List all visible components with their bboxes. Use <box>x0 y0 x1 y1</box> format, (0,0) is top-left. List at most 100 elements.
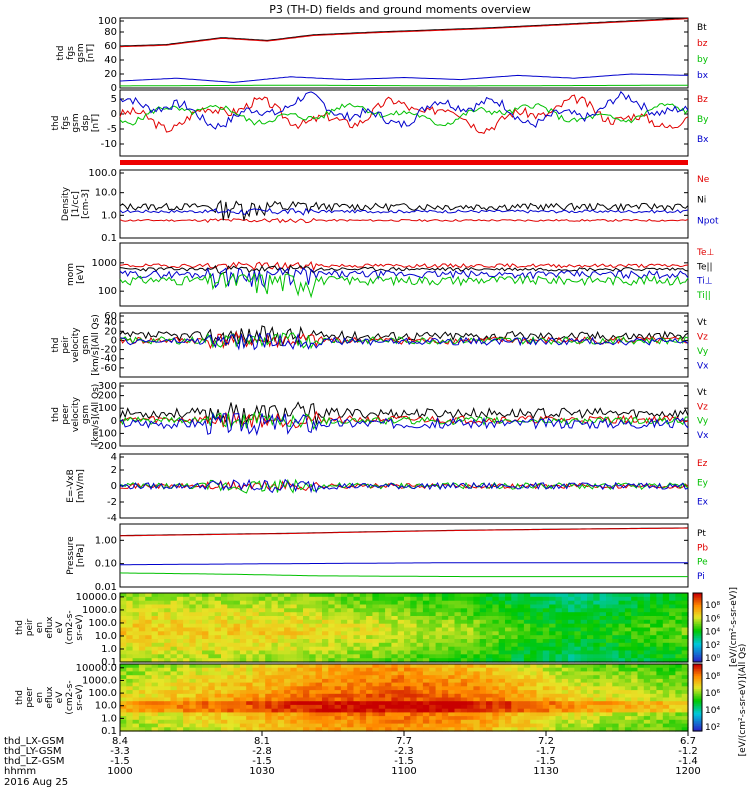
spectrogram-cell <box>435 712 443 717</box>
spectrogram-cell <box>221 654 228 659</box>
spectrogram-cell <box>246 719 254 725</box>
spectrogram-cell <box>176 627 184 632</box>
spectrogram-cell <box>473 600 481 606</box>
legend-entry: Ti⊥ <box>696 277 713 287</box>
colorbar-swatch <box>693 726 702 729</box>
spectrogram-cell <box>656 612 664 617</box>
spectrogram-cell <box>637 631 645 636</box>
spectrogram-cell <box>252 593 260 598</box>
spectrogram-cell <box>675 623 683 629</box>
spectrogram-cell <box>258 667 266 672</box>
spectrogram-cell <box>366 704 373 710</box>
spectrogram-cell <box>498 667 506 672</box>
spectrogram-cell <box>429 686 437 691</box>
spectrogram-cell <box>195 690 203 695</box>
spectrogram-cell <box>422 723 430 728</box>
spectrogram-cell <box>473 619 481 625</box>
spectrogram-cell <box>145 690 153 695</box>
spectrogram-cell <box>454 593 462 598</box>
spectrogram-cell <box>221 693 228 699</box>
spectrogram-cell <box>157 675 165 680</box>
spectrogram-cell <box>233 642 241 648</box>
spectrogram-cell <box>467 627 474 632</box>
spectrogram-cell <box>195 627 203 632</box>
spectrogram-cell <box>435 704 443 710</box>
spectrogram-cell <box>170 719 178 725</box>
spectrogram-cell <box>214 612 222 617</box>
spectrogram-cell <box>669 596 676 602</box>
spectrogram-cell <box>183 593 190 598</box>
spectrogram-cell <box>441 639 449 644</box>
x-tick-label: -1.7 <box>536 746 556 757</box>
spectrogram-cell <box>265 697 273 702</box>
spectrogram-cell <box>523 675 531 680</box>
spectrogram-cell <box>126 712 134 717</box>
spectrogram-cell <box>353 678 361 684</box>
spectrogram-cell <box>618 678 626 684</box>
spectrogram-cell <box>542 686 550 691</box>
spectrogram-cell <box>624 719 632 725</box>
spectrogram-cell <box>296 596 304 602</box>
spectrogram-cell <box>441 646 449 652</box>
spectrogram-cell <box>183 658 190 663</box>
spectrogram-cell <box>170 697 178 702</box>
spectrogram-cell <box>542 619 550 625</box>
spectrogram-cell <box>385 650 392 655</box>
y-axis-title-line: [km/s](All Qs) <box>91 384 101 446</box>
spectrogram-cell <box>675 719 683 725</box>
spectrogram-cell <box>549 701 557 706</box>
spectrogram-cell <box>277 704 285 710</box>
spectrogram-cell <box>227 697 235 702</box>
spectrogram-cell <box>353 675 361 680</box>
spectrogram-cell <box>530 708 538 713</box>
spectrogram-cell <box>252 712 260 717</box>
spectrogram-cell <box>176 682 184 687</box>
spectrogram-cell <box>416 619 424 625</box>
series-Bx <box>119 90 689 130</box>
spectrogram-cell <box>669 600 676 606</box>
spectrogram-cell <box>549 723 557 728</box>
spectrogram-cell <box>170 682 178 687</box>
spectrogram-cell <box>138 682 146 687</box>
spectrogram-cell <box>157 627 165 632</box>
colorbar-swatch <box>693 651 702 654</box>
spectrogram-cell <box>505 667 512 672</box>
spectrogram-cell <box>593 701 601 706</box>
spectrogram-cell <box>227 654 235 659</box>
spectrogram-cell <box>303 619 310 625</box>
spectrogram-cell <box>189 608 197 613</box>
spectrogram-cell <box>170 658 178 663</box>
spectrogram-cell <box>290 708 298 713</box>
y-axis-title-line: [cm-3] <box>81 189 91 219</box>
spectrogram-cell <box>340 727 348 732</box>
legend-entry: Vz <box>697 333 708 343</box>
spectrogram-cell <box>416 671 424 676</box>
spectrogram-cell <box>587 623 594 629</box>
spectrogram-cell <box>265 708 273 713</box>
spectrogram-cell <box>460 612 468 617</box>
spectrogram-cell <box>549 600 557 606</box>
spectrogram-cell <box>606 600 613 606</box>
y-tick-label: 100 <box>98 403 117 414</box>
spectrogram-cell <box>151 627 159 632</box>
spectrogram-cell <box>669 667 676 672</box>
spectrogram-cell <box>441 667 449 672</box>
spectrogram-cell <box>416 608 424 613</box>
spectrogram-cell <box>385 693 392 699</box>
spectrogram-cell <box>460 664 468 669</box>
spectrogram-cell <box>441 642 449 648</box>
spectrogram-cell <box>303 627 310 632</box>
spectrogram-cell <box>151 723 159 728</box>
spectrogram-cell <box>454 664 462 669</box>
spectrogram-cell <box>448 642 456 648</box>
spectrogram-cell <box>315 642 323 648</box>
spectrogram-cell <box>397 667 405 672</box>
spectrogram-cell <box>145 616 153 621</box>
spectrogram-cell <box>429 701 437 706</box>
spectrogram-cell <box>631 623 639 629</box>
spectrogram-cell <box>681 623 689 629</box>
spectrogram-cell <box>530 600 538 606</box>
spectrogram-cell <box>233 697 241 702</box>
spectrogram-cell <box>309 650 317 655</box>
spectrogram-cell <box>555 600 563 606</box>
